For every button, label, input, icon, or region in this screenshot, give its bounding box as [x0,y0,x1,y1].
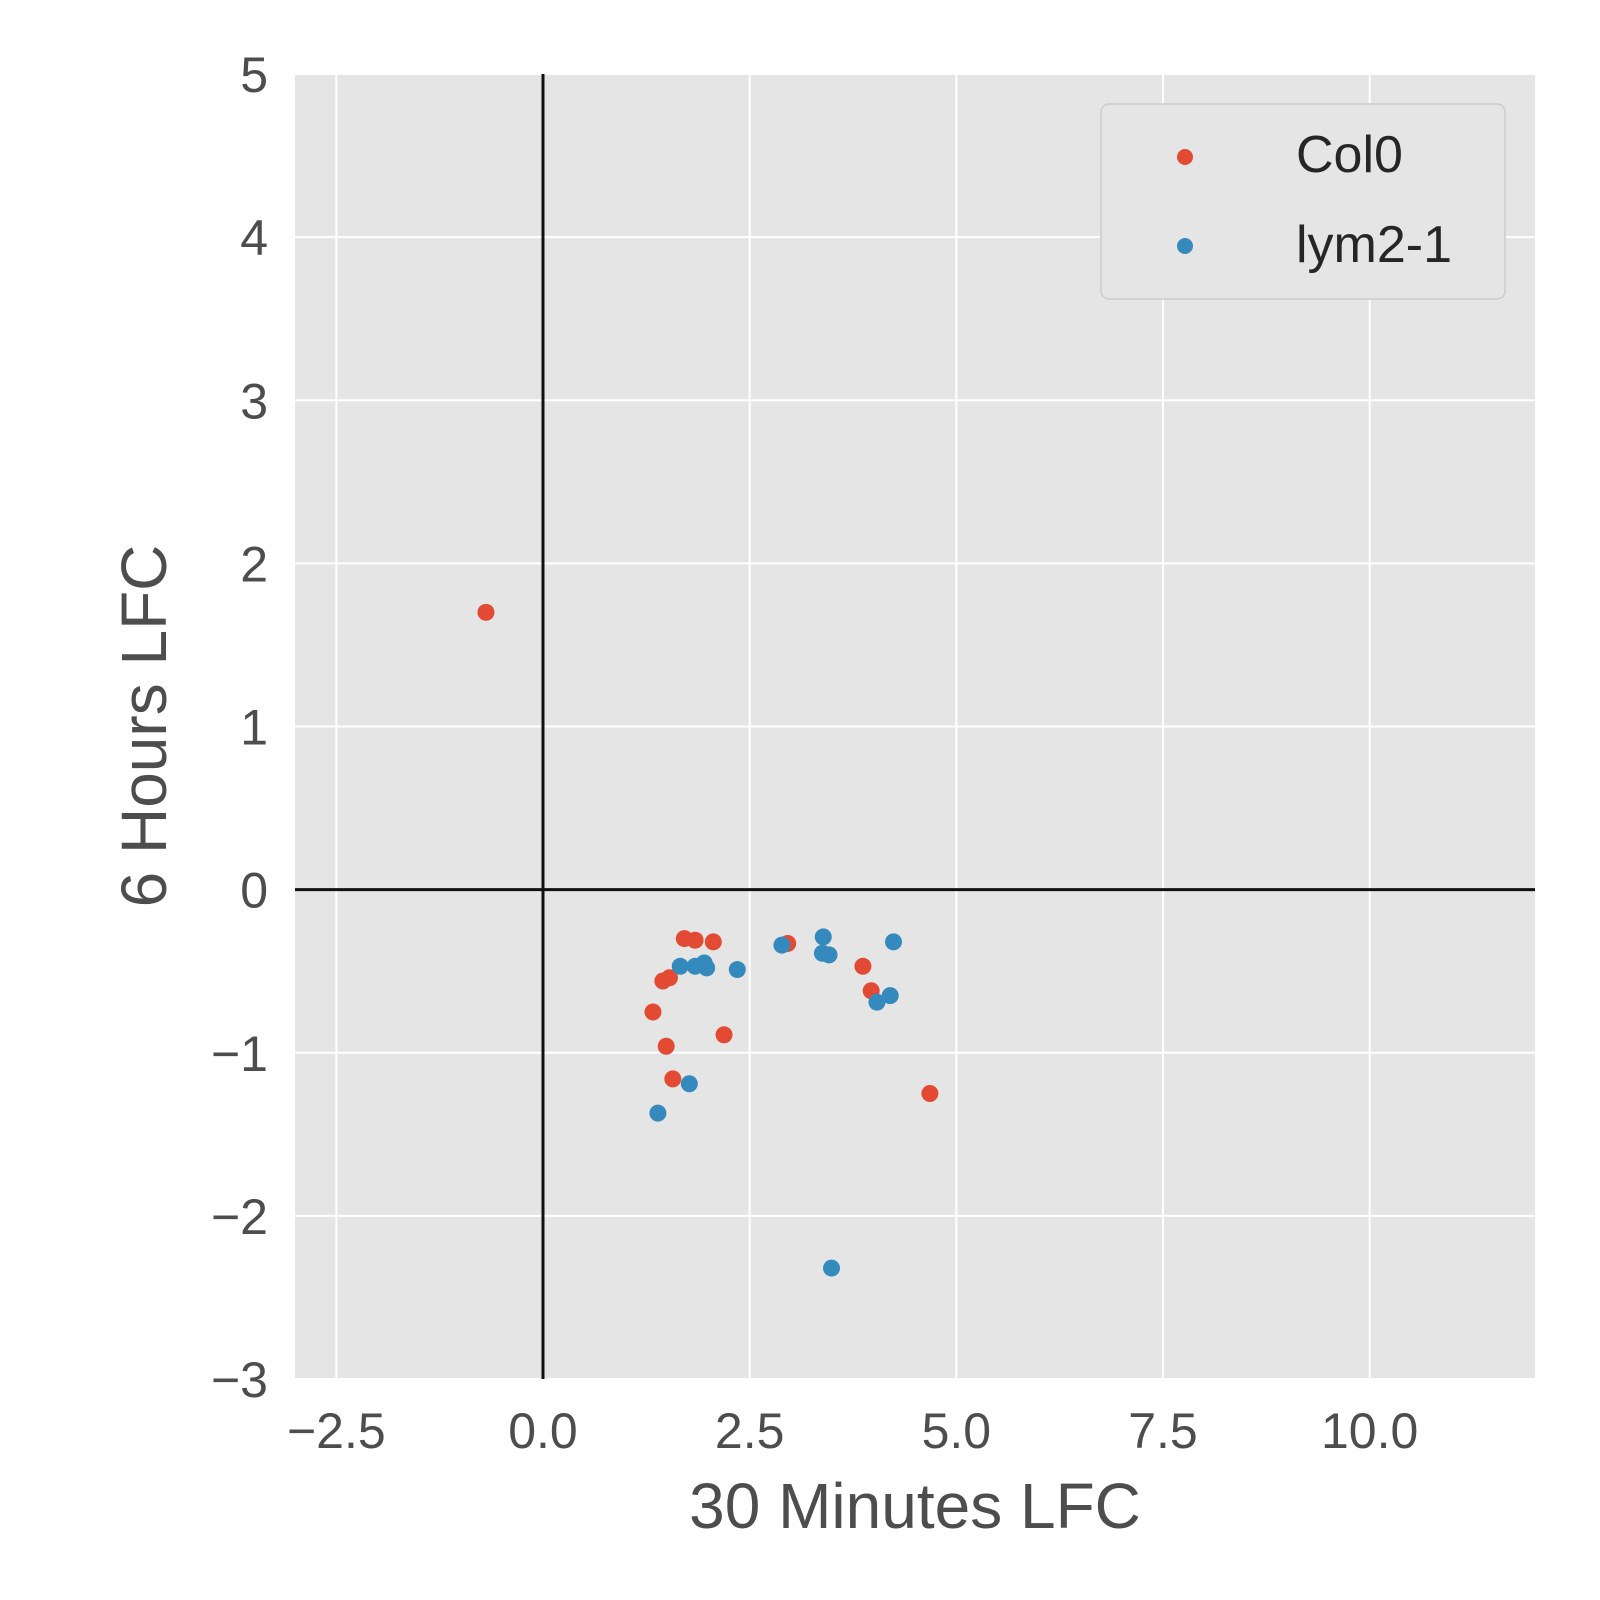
x-tick-label: 7.5 [1128,1403,1198,1459]
legend-marker-col0 [1177,149,1193,165]
point-lym2-1 [671,957,689,975]
point-lym2-1 [885,933,903,951]
legend-label-col0: Col0 [1296,126,1403,184]
point-lym2-1 [698,959,716,977]
legend: Col0 lym2-1 [1100,103,1506,300]
y-tick-label: −3 [211,1352,268,1408]
legend-label-lym2-1: lym2-1 [1296,216,1452,274]
point-col0 [715,1026,733,1044]
y-axis-title: 6 Hours LFC [108,545,180,908]
point-col0 [657,1037,675,1055]
point-lym2-1 [823,1259,841,1277]
y-tick-label: 5 [240,47,268,103]
point-col0 [477,603,495,621]
y-tick-label: 2 [240,536,268,592]
reference-lines [295,74,1535,1379]
point-lym2-1 [680,1075,698,1093]
data-points [477,603,939,1277]
x-axis-title: 30 Minutes LFC [689,1470,1141,1542]
x-tick-label: 0.0 [508,1403,578,1459]
x-tick-label: 10.0 [1321,1403,1418,1459]
point-lym2-1 [649,1104,667,1122]
point-lym2-1 [728,961,746,979]
x-tick-label: 2.5 [715,1403,785,1459]
legend-box [1100,103,1506,300]
x-tick-label: 5.0 [922,1403,992,1459]
point-lym2-1 [773,936,791,954]
point-col0 [660,969,678,987]
point-col0 [854,957,872,975]
point-lym2-1 [820,946,838,964]
legend-marker-lym2-1 [1177,238,1193,254]
x-tick-label: −2.5 [287,1403,386,1459]
y-tick-label: 3 [240,373,268,429]
y-tick-label: 1 [240,700,268,756]
point-col0 [686,931,704,949]
point-col0 [644,1003,662,1021]
point-lym2-1 [881,987,899,1005]
y-tick-labels: −3 −2 −1 0 1 2 3 4 5 [211,47,268,1408]
y-tick-label: −1 [211,1026,268,1082]
y-tick-label: 0 [240,863,268,919]
y-tick-label: 4 [240,210,268,266]
point-lym2-1 [814,928,832,946]
point-col0 [921,1085,939,1103]
point-col0 [664,1070,682,1088]
x-tick-labels: −2.5 0.0 2.5 5.0 7.5 10.0 [287,1403,1418,1459]
point-lym2-1 [868,993,886,1011]
point-col0 [704,933,722,951]
y-tick-label: −2 [211,1189,268,1245]
